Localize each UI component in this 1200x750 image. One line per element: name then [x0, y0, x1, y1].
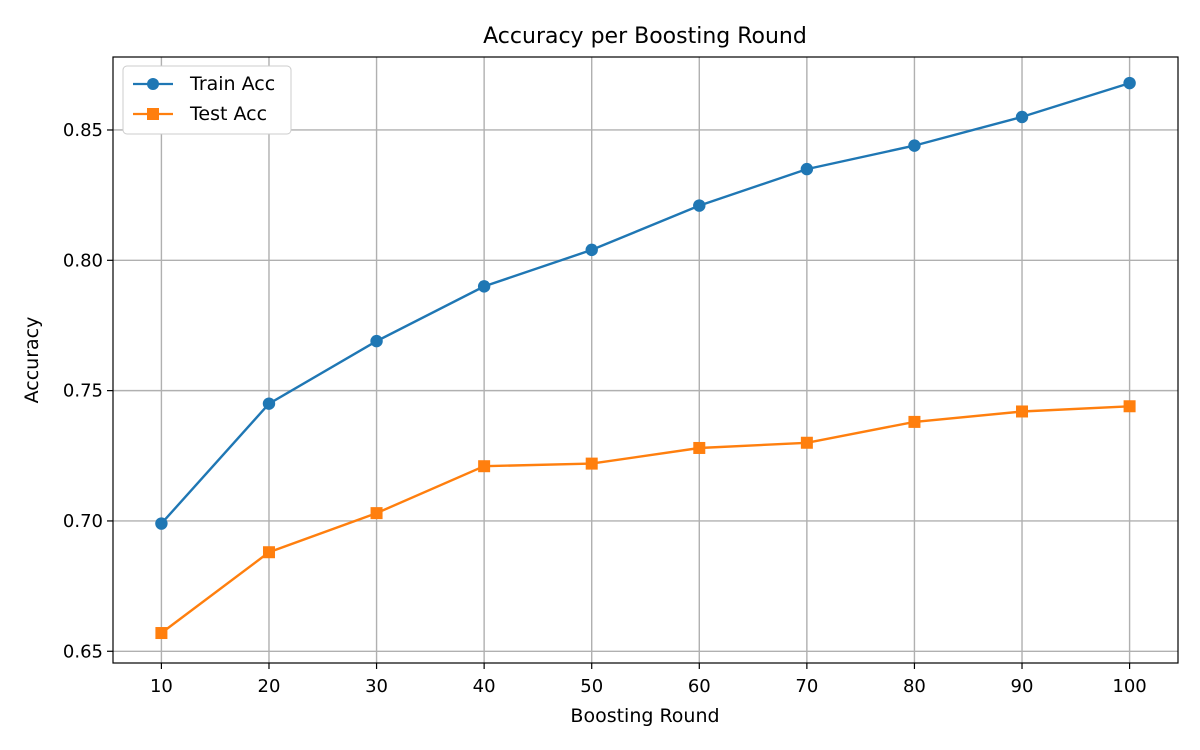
test-acc-point: [908, 415, 921, 428]
grid: [113, 57, 1178, 663]
train-acc-point: [262, 397, 276, 410]
chart-title: Accuracy per Boosting Round: [483, 24, 807, 49]
test-acc-point: [262, 546, 275, 559]
legend-train-label: Train Acc: [189, 73, 275, 95]
x-tick-label: 60: [688, 676, 711, 697]
test-acc-point: [693, 441, 706, 454]
x-axis-label: Boosting Round: [570, 705, 719, 727]
test-acc-point: [155, 627, 168, 640]
x-tick-label: 30: [365, 676, 388, 697]
x-tick-label: 40: [473, 676, 496, 697]
train-acc-point: [155, 517, 168, 530]
train-acc-point: [585, 243, 598, 257]
test-acc-line: [160, 405, 1130, 634]
test-acc-point: [585, 457, 598, 470]
ticks: 10 20 30 40 50 60 70 80 90 100 0.65 0.70 0.75 0.80 0.8…: [63, 120, 1147, 697]
train-acc-point: [1123, 76, 1136, 90]
y-tick-label: 0.65: [63, 641, 103, 662]
y-tick-label: 0.80: [63, 250, 103, 271]
test-acc-point: [1016, 405, 1029, 418]
x-tick-label: 90: [1011, 676, 1034, 697]
test-acc-point: [370, 507, 383, 520]
x-tick-label: 100: [1112, 676, 1146, 697]
y-axis-label: Accuracy: [21, 317, 43, 404]
train-acc-point: [370, 334, 383, 348]
legend-test-label: Test Acc: [189, 103, 267, 125]
x-tick-label: 80: [903, 676, 926, 697]
x-tick-label: 70: [795, 676, 818, 697]
legend-test-marker: [147, 108, 159, 120]
y-tick-label: 0.70: [63, 511, 103, 532]
x-tick-label: 50: [580, 676, 603, 697]
x-tick-label: 20: [258, 676, 281, 697]
train-acc-point: [800, 162, 814, 176]
legend-train-marker: [147, 78, 159, 90]
plot-frame: [112, 56, 1179, 664]
series-layer: [155, 76, 1136, 640]
train-acc-point: [1015, 110, 1029, 124]
y-tick-label: 0.75: [63, 381, 103, 402]
train-acc-point: [908, 139, 921, 152]
test-acc-point: [478, 460, 491, 473]
test-acc-point: [800, 436, 813, 449]
legend: Train Acc Test Acc: [122, 65, 292, 135]
train-acc-point: [477, 280, 491, 293]
x-tick-label: 10: [150, 676, 173, 697]
test-acc-point: [1123, 400, 1136, 413]
train-acc-point: [693, 199, 706, 212]
y-tick-label: 0.85: [63, 120, 103, 141]
train-acc-line: [160, 81, 1130, 525]
